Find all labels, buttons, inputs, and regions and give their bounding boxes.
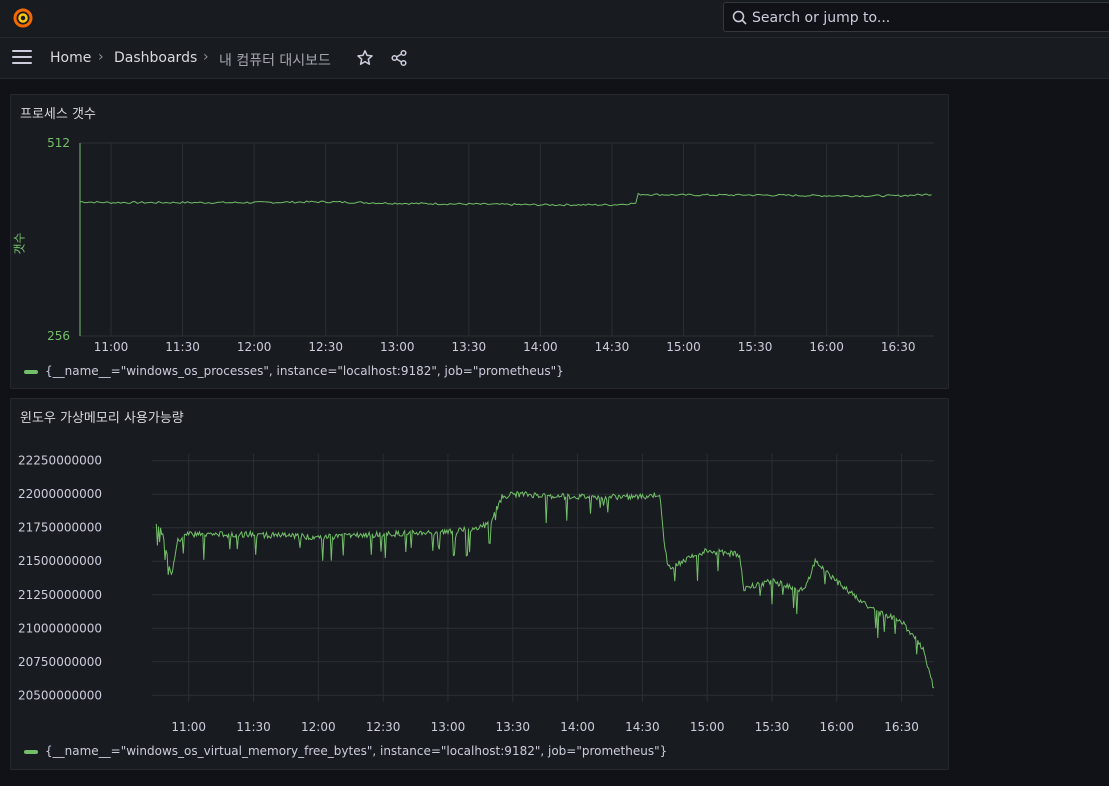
- breadcrumb-separator: ›: [98, 49, 104, 65]
- y-tick-label: 21500000000: [18, 554, 102, 568]
- x-tick-label: 14:30: [625, 720, 660, 734]
- x-tick-label: 12:00: [301, 720, 336, 734]
- y-tick-label: 22250000000: [18, 454, 102, 468]
- x-tick-label: 16:30: [881, 340, 916, 354]
- x-tick-label: 12:00: [237, 340, 272, 354]
- legend-item[interactable]: {__name__="windows_os_processes", instan…: [24, 364, 564, 378]
- grafana-logo-icon[interactable]: [12, 7, 34, 29]
- x-tick-label: 13:00: [431, 720, 466, 734]
- page-title: 내 컴퓨터 대시보드: [219, 53, 331, 69]
- x-tick-label: 11:30: [236, 720, 271, 734]
- y-tick-label: 256: [47, 329, 70, 343]
- x-tick-label: 11:00: [94, 340, 129, 354]
- y-tick-label: 21750000000: [18, 521, 102, 535]
- x-tick-label: 16:00: [809, 340, 844, 354]
- star-icon[interactable]: [356, 49, 374, 67]
- breadcrumb-separator: ›: [203, 49, 209, 65]
- x-tick-label: 12:30: [308, 340, 343, 354]
- x-tick-label: 15:30: [738, 340, 773, 354]
- process-count-chart: 11:00 11:30 12:00 12:30 13:00 13:30 14:00 14:30…: [47, 136, 934, 354]
- search-icon: [732, 10, 747, 25]
- x-tick-label: 15:30: [755, 720, 790, 734]
- menu-icon[interactable]: [12, 50, 32, 66]
- x-tick-label: 13:00: [380, 340, 415, 354]
- search-placeholder: Search or jump to...: [752, 10, 891, 26]
- x-tick-label: 12:30: [366, 720, 401, 734]
- legend-swatch: [24, 749, 38, 754]
- breadcrumb-dashboards[interactable]: Dashboards: [114, 50, 198, 66]
- top-bar: Search or jump to...: [0, 0, 1109, 38]
- x-tick-label: 15:00: [666, 340, 701, 354]
- series-line: [155, 490, 935, 689]
- y-tick-label: 20750000000: [18, 655, 102, 669]
- x-tick-label: 11:30: [165, 340, 200, 354]
- panel-virtual-memory[interactable]: 윈도우 가상메모리 사용가능량 11:00 11:30 12:00 12:30 13:0…: [10, 398, 949, 770]
- search-input[interactable]: Search or jump to...: [723, 2, 1109, 32]
- breadcrumb-home[interactable]: Home: [50, 50, 92, 66]
- x-tick-label: 15:00: [690, 720, 725, 734]
- panel-process-count[interactable]: 프로세스 갯수 11:00 11:30 12:00 12:30 13:00 13:30 14…: [10, 94, 949, 389]
- x-tick-label: 13:30: [452, 340, 487, 354]
- legend-label: {__name__="windows_os_virtual_memory_fre…: [45, 744, 668, 758]
- y-tick-label: 21000000000: [18, 621, 102, 635]
- x-tick-label: 16:00: [819, 720, 854, 734]
- panel-title: 프로세스 갯수: [20, 107, 96, 122]
- virtual-memory-chart: 11:00 11:30 12:00 12:30 13:00 13:30 14:00 14:30…: [18, 454, 935, 734]
- legend-label: {__name__="windows_os_processes", instan…: [45, 364, 564, 378]
- series-line: [79, 192, 932, 207]
- y-tick-label: 21250000000: [18, 588, 102, 602]
- x-tick-label: 11:00: [171, 720, 206, 734]
- y-axis-label: 갯수: [12, 232, 27, 255]
- breadcrumb: Home › Dashboards › 내 컴퓨터 대시보드: [0, 38, 1109, 79]
- share-icon[interactable]: [390, 49, 408, 67]
- legend-swatch: [24, 369, 38, 374]
- x-tick-label: 14:30: [595, 340, 630, 354]
- x-tick-label: 14:00: [560, 720, 595, 734]
- y-tick-label: 512: [47, 136, 70, 150]
- panel-title: 윈도우 가상메모리 사용가능량: [20, 411, 184, 426]
- x-tick-label: 16:30: [884, 720, 919, 734]
- x-tick-label: 13:30: [495, 720, 530, 734]
- y-tick-label: 22000000000: [18, 487, 102, 501]
- y-tick-label: 20500000000: [18, 688, 102, 702]
- x-tick-label: 14:00: [523, 340, 558, 354]
- legend-item[interactable]: {__name__="windows_os_virtual_memory_fre…: [24, 744, 667, 758]
